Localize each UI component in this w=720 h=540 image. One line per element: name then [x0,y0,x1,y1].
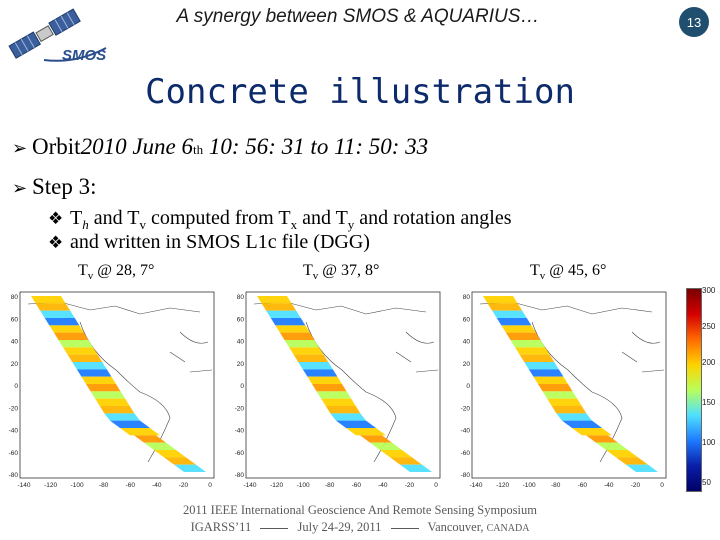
swath-map-2-plot: 80 60 40 20 0 -20 -40 -60 -80 -140 -120 -100 -80 -60 -… [235,291,441,489]
x-tick-label: -60 [578,482,588,489]
x-tick-label: -120 [496,482,509,489]
x-tick-label: -40 [378,482,388,489]
sub-bullet-2: ❖ and written in SMOS L1c file (DGG) [48,231,370,254]
swath-map-3-plot: 80 60 40 20 0 -20 -40 -60 -80 -140 -120 -100 -80 -60 -… [461,291,667,489]
y-tick-label: 80 [237,294,245,301]
orbit-time: 10: 56: 31 to 11: 50: 33 [203,134,429,159]
y-tick-label: -20 [9,405,19,412]
y-tick-label: -80 [235,472,245,479]
x-tick-label: -140 [243,482,256,489]
x-tick-label: -40 [152,482,162,489]
panel-label-3: Tv @ 45, 6° [530,262,607,283]
y-tick-label: 20 [11,361,19,368]
y-tick-label: -60 [235,450,245,457]
colorbar-tick: 50 [702,478,711,487]
panel-label-1: Tv @ 28, 7° [78,262,155,283]
x-tick-label: -20 [631,482,641,489]
orbit-prefix: Orbit [32,134,81,159]
smos-logo [6,4,116,70]
x-tick-label: 0 [434,482,438,489]
header-title: A synergy between SMOS & AQUARIUS… [176,6,540,27]
diamond-icon: ❖ [48,209,64,228]
x-tick-label: -40 [604,482,614,489]
colorbar-tick: 250 [702,322,716,331]
orbit-date-sup: th [192,142,204,157]
slide-title: Concrete illustration [145,72,575,112]
x-tick-label: -100 [523,482,536,489]
y-tick-label: -20 [461,405,471,412]
swath-map-1: 80 60 40 20 0 -20 -40 -60 -80 -140 -120 -100 -80 -60 -… [4,286,216,498]
y-tick-label: -80 [461,472,471,479]
logo-text: SMOS [62,47,107,64]
colorbar-tick: 150 [702,398,716,407]
y-tick-label: 40 [237,339,245,346]
y-tick-label: 60 [11,316,19,323]
y-tick-label: -40 [9,428,19,435]
panel-label-2: Tv @ 37, 8° [303,262,380,283]
colorbar [686,288,702,492]
x-tick-label: 0 [208,482,212,489]
y-tick-label: -40 [461,428,471,435]
y-tick-label: 0 [466,383,470,390]
arrow-right-icon: ➢ [12,138,28,158]
orbit-date: 2010 June 6 [80,134,193,159]
y-tick-label: -80 [9,472,19,479]
diamond-icon: ❖ [48,233,64,252]
y-tick-label: 60 [463,316,471,323]
x-tick-label: 0 [660,482,664,489]
x-tick-label: -80 [99,482,109,489]
y-tick-label: -60 [9,450,19,457]
x-tick-label: -60 [352,482,362,489]
x-tick-label: -120 [44,482,57,489]
y-tick-label: -60 [461,450,471,457]
y-tick-label: 80 [11,294,19,301]
step-text: Step 3: [32,174,97,199]
swath-map-3: 80 60 40 20 0 -20 -40 -60 -80 -140 -120 -100 -80 -60 -… [456,286,668,498]
slide-number-badge: 13 [679,7,709,37]
colorbar-tick: 300 [702,286,716,295]
arrow-right-icon: ➢ [12,178,28,198]
colorbar-tick: 200 [702,358,716,367]
x-tick-label: -20 [405,482,415,489]
y-tick-label: -40 [235,428,245,435]
y-tick-label: 40 [11,339,19,346]
colorbar-tick: 100 [702,438,716,447]
footer-line-1: 2011 IEEE International Geoscience And R… [183,503,537,517]
x-tick-label: -140 [469,482,482,489]
sub-bullet-1-text: Th and Tv computed from Tx and Ty and ro… [70,207,512,232]
y-tick-label: -20 [235,405,245,412]
y-tick-label: 40 [463,339,471,346]
x-tick-label: -100 [71,482,84,489]
y-tick-label: 20 [237,361,245,368]
x-tick-label: -60 [126,482,136,489]
y-tick-label: 60 [237,316,245,323]
x-tick-label: -20 [179,482,189,489]
y-tick-label: 0 [240,383,244,390]
x-tick-label: -120 [270,482,283,489]
satellite-icon [8,8,107,62]
x-tick-label: -80 [325,482,335,489]
swath-map-2: 80 60 40 20 0 -20 -40 -60 -80 -140 -120 -100 -80 -60 -… [230,286,442,498]
y-tick-label: 20 [463,361,471,368]
bullet-step: ➢ Step 3: [12,174,97,200]
footer-line-2: IGARSS’11 July 24-29, 2011 Vancouver, CA… [190,520,530,534]
x-tick-label: -80 [551,482,561,489]
sub-bullet-1: ❖ Th and Tv computed from Tx and Ty and … [48,207,511,233]
x-tick-label: -140 [17,482,30,489]
y-tick-label: 0 [14,383,18,390]
y-tick-label: 80 [463,294,471,301]
x-tick-label: -100 [297,482,310,489]
swath-map-1-plot: 80 60 40 20 0 -20 -40 -60 -80 -140 -120 -100 -80 -60 -… [9,291,215,489]
sub-bullet-2-text: and written in SMOS L1c file (DGG) [70,231,370,253]
